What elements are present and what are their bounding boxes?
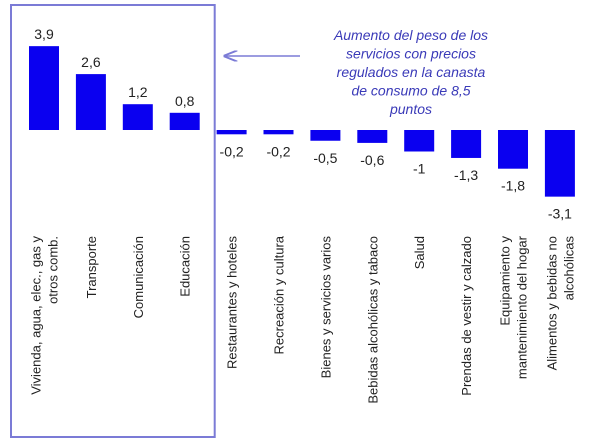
tick-label: Restaurantes y hoteles: [225, 236, 240, 369]
data-label: 0,8: [175, 93, 195, 109]
tick-label: Equipamiento y: [498, 236, 513, 326]
tick-label: alcohólicas: [561, 236, 576, 301]
category-label: Salud: [412, 236, 427, 269]
tick-label: Bebidas alcohólicas y tabaco: [365, 236, 380, 404]
bar: [75, 74, 106, 130]
category-label: Transporte: [84, 236, 99, 298]
category-labels-layer: Vivienda, agua, elec., gas y otros comb. T…: [29, 235, 577, 403]
category-label: Restaurantes y hoteles: [225, 236, 240, 369]
category-label: Vivienda, agua, elec., gas y otros comb.: [29, 236, 61, 395]
bar: [122, 104, 153, 130]
category-label: Comunicación: [131, 236, 146, 318]
data-label: -0,6: [360, 152, 384, 168]
annotation-line: servicios con precios: [346, 46, 476, 62]
bar: [404, 130, 435, 152]
bar: [451, 130, 482, 158]
tick-label: Alimentos y bebidas no: [544, 236, 559, 370]
data-label: -0,2: [220, 143, 244, 159]
bar: [29, 46, 59, 130]
data-label: 3,9: [34, 26, 54, 42]
bar: [544, 130, 575, 197]
tick-label: Comunicación: [131, 236, 146, 318]
data-label: 2,6: [81, 54, 101, 70]
value-labels-layer: 3,9 2,6 1,2 0,8 -0,2 -0,2 -0,5 -0,6 -1 -1,3 -1,8 -3…: [34, 26, 572, 222]
bars-layer: [29, 46, 575, 197]
bar: [216, 130, 247, 135]
tick-label: Salud: [412, 236, 427, 269]
tick-label: Vivienda, agua, elec., gas y: [29, 236, 44, 395]
tick-label: Bienes y servicios varios: [318, 236, 333, 379]
data-label: -1: [413, 161, 426, 177]
tick-label: Prendas de vestir y calzado: [459, 236, 474, 396]
data-label: -3,1: [548, 206, 572, 222]
annotation-line: regulados en la canasta: [337, 64, 486, 80]
highlight-box: [10, 4, 216, 438]
tick-label: Transporte: [84, 236, 99, 298]
tick-label: otros comb.: [46, 236, 61, 304]
bar: [310, 130, 341, 141]
annotation-line: de consumo de 8,5: [351, 83, 470, 99]
category-label: Alimentos y bebidas no alcohólicas: [544, 236, 576, 371]
bar: [169, 112, 200, 130]
data-label: -0,5: [313, 150, 337, 166]
tick-label: Educación: [178, 236, 193, 297]
category-label: Bienes y servicios varios: [318, 236, 333, 379]
category-label: Equipamiento y mantenimiento del hogar: [498, 235, 530, 379]
tick-label: mantenimiento del hogar: [515, 235, 530, 379]
data-label: -1,8: [501, 178, 525, 194]
category-label: Educación: [178, 236, 193, 297]
annotation-line: puntos: [389, 101, 432, 117]
tick-label: Recreación y cultura: [272, 235, 287, 354]
data-label: -1,3: [454, 167, 478, 183]
bar: [263, 130, 294, 135]
annotation-line: Aumento del peso de los: [333, 27, 488, 43]
category-label: Recreación y cultura: [272, 235, 287, 354]
category-label: Bebidas alcohólicas y tabaco: [365, 236, 380, 404]
data-label: -0,2: [266, 143, 290, 159]
bar: [498, 130, 528, 169]
data-label: 1,2: [128, 84, 148, 100]
annotation-text: Aumento del peso de los servicios con pre…: [333, 27, 488, 117]
category-label: Prendas de vestir y calzado: [459, 236, 474, 396]
bar: [357, 130, 388, 143]
